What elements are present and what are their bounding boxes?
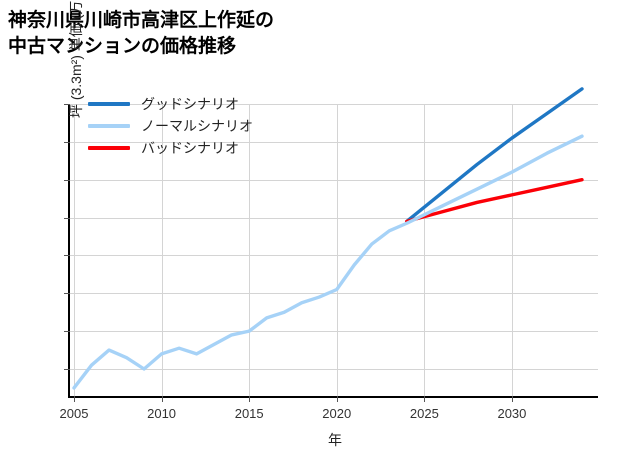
gridline-horizontal xyxy=(70,293,598,295)
page-title: 神奈川県川崎市高津区上作延の 中古マンションの価格推移 xyxy=(8,10,275,57)
legend-swatch-good xyxy=(88,102,130,106)
gridline-horizontal xyxy=(70,217,598,219)
legend-item-normal[interactable]: ノーマルシナリオ xyxy=(88,115,253,137)
x-axis-title: 年 xyxy=(328,432,342,448)
x-tick-mark xyxy=(336,396,338,402)
y-axis-title: 坪 (3.3m²) 単価 (万円) xyxy=(68,0,84,119)
x-tick-label: 2030 xyxy=(497,406,527,421)
chart-legend: グッドシナリオ ノーマルシナリオ バッドシナリオ xyxy=(88,93,253,159)
gridline-horizontal xyxy=(70,104,598,105)
gridline-vertical xyxy=(161,104,163,396)
gridline-vertical xyxy=(336,104,338,396)
gridline-vertical xyxy=(249,104,251,396)
gridline-horizontal xyxy=(70,141,598,143)
y-tick-mark xyxy=(64,293,70,295)
series-lines xyxy=(72,87,584,390)
y-tick-mark xyxy=(64,104,70,105)
legend-swatch-bad xyxy=(88,146,130,150)
y-tick-mark xyxy=(64,141,70,143)
x-tick-label: 2015 xyxy=(234,406,264,421)
x-tick-mark xyxy=(74,396,75,402)
y-tick-mark xyxy=(64,217,70,219)
legend-item-bad[interactable]: バッドシナリオ xyxy=(88,137,253,159)
y-tick-mark xyxy=(64,331,70,333)
y-tick-mark xyxy=(64,255,70,257)
gridline-horizontal xyxy=(70,331,598,333)
legend-swatch-normal xyxy=(88,124,130,128)
x-tick-label: 2010 xyxy=(147,406,177,421)
x-tick-label: 2020 xyxy=(322,406,352,421)
series-line-good xyxy=(405,87,584,224)
x-tick-mark xyxy=(161,396,163,402)
legend-label-normal: ノーマルシナリオ xyxy=(141,118,253,134)
x-tick-label: 2025 xyxy=(409,406,439,421)
x-tick-mark xyxy=(511,396,513,402)
x-tick-mark xyxy=(249,396,251,402)
x-tick-mark xyxy=(424,396,426,402)
gridline-horizontal xyxy=(70,369,598,370)
series-line-bad xyxy=(405,178,584,224)
y-tick-mark xyxy=(64,369,70,370)
series-line-normal xyxy=(72,134,584,390)
gridline-vertical xyxy=(511,104,513,396)
gridline-horizontal xyxy=(70,179,598,181)
legend-label-good: グッドシナリオ xyxy=(141,96,239,112)
y-tick-mark xyxy=(64,179,70,181)
x-tick-label: 2005 xyxy=(59,406,89,421)
gridline-horizontal xyxy=(70,255,598,257)
legend-item-good[interactable]: グッドシナリオ xyxy=(88,93,253,115)
plot-area: 120140160180200220240260 200520102015202… xyxy=(60,0,598,448)
gridline-vertical xyxy=(74,104,75,396)
legend-label-bad: バッドシナリオ xyxy=(141,140,239,156)
gridline-vertical xyxy=(424,104,426,396)
